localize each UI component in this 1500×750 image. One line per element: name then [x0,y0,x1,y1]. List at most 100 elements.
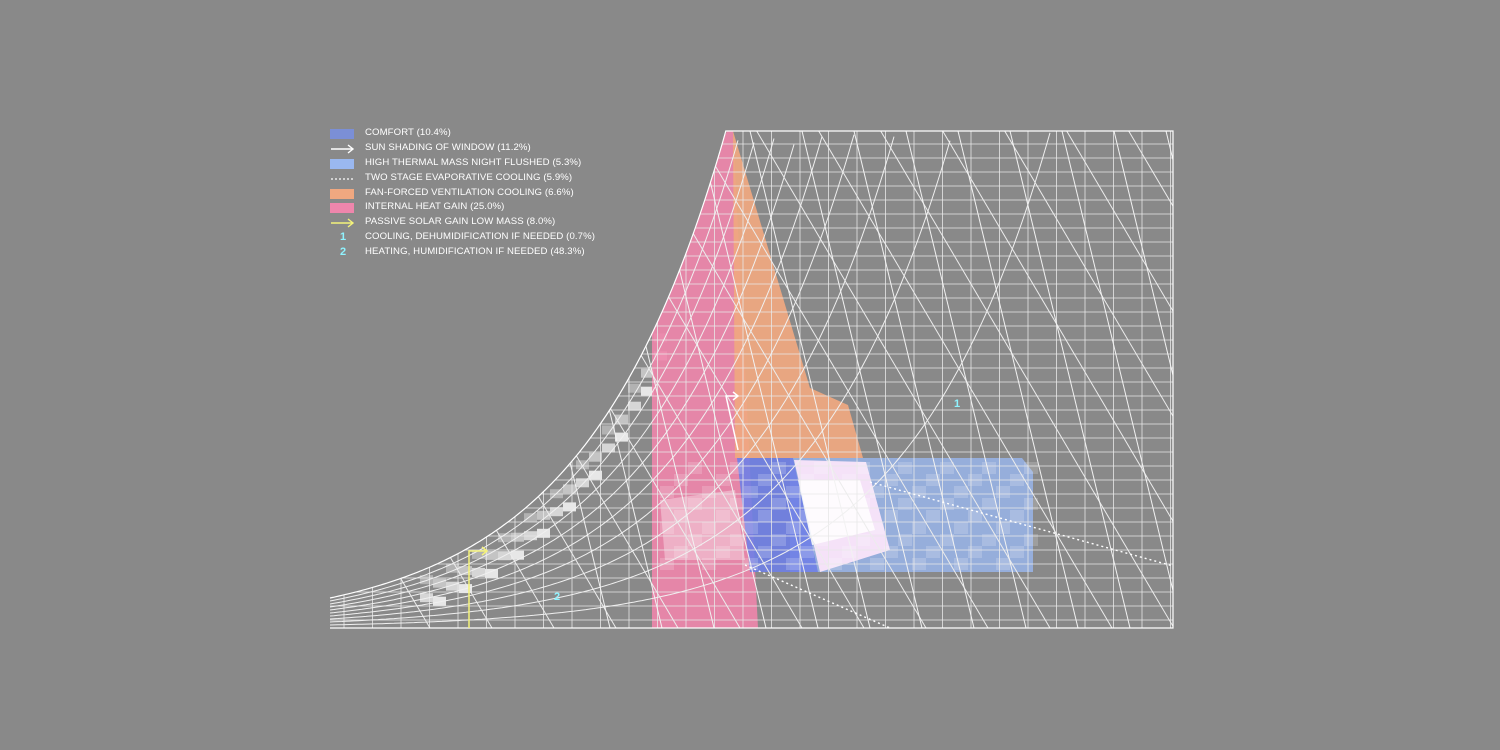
zone-cell [828,522,842,534]
zone-cell [856,498,870,510]
legend-swatch [330,158,354,169]
zone-cell [898,498,912,510]
zone-cell [758,510,772,522]
zone-cell [982,534,996,546]
wet-bulb-line [1186,18,1500,628]
wet-bulb-line [565,131,927,628]
zone-cell [716,546,730,558]
arrow-icon [331,218,355,228]
legend-label: INTERNAL HEAT GAIN (25.0%) [365,201,505,213]
hours-cell [524,513,537,523]
enthalpy-line [957,131,1079,628]
zone-cell [870,522,884,534]
zone-cell [730,534,744,546]
zone-cell [870,486,884,498]
enthalpy-line [749,131,871,628]
wet-bulb-line [503,131,865,628]
legend-label: COOLING, DEHUMIDIFICATION IF NEEDED (0.7… [365,231,596,243]
zone-cell [828,486,842,498]
zone-cell [1010,546,1024,558]
passive-solar-arrow [468,550,486,628]
hours-cell [576,460,589,470]
zone-cell [674,546,688,558]
enthalpy-line [541,131,663,628]
zone-pink-highlight [660,490,745,560]
legend-label: PASSIVE SOLAR GAIN LOW MASS (8.0%) [365,216,556,228]
sun-shading-arrowhead [732,391,740,401]
chart-marks [468,391,1174,629]
hours-cell [420,593,433,603]
zone-cell [772,498,786,510]
zone-cell [786,522,800,534]
legend-label: SUN SHADING OF WINDOW (11.2%) [365,141,531,153]
zone-cell [954,486,968,498]
relative-humidity-curve [330,136,895,620]
hours-cell [615,432,628,442]
zone-overlap-core [798,480,875,545]
hours-cell [576,478,589,488]
wet-bulb-line [1123,131,1173,628]
zone-fan-forced-ventilation [733,131,863,458]
hours-cell [589,470,602,480]
hours-cell [615,414,628,424]
zone-cell [814,498,828,510]
hours-cell [485,568,498,578]
wet-bulb-line [627,131,989,628]
zone-cell [968,546,982,558]
enthalpy-line [905,131,1027,628]
passive-solar-arrowhead [481,546,489,556]
legend-label: TWO STAGE EVAPORATIVE COOLING (5.9%) [365,171,573,183]
enthalpy-line [1218,131,1338,628]
enthalpy-line [1113,131,1173,628]
wet-bulb-line [1061,131,1173,628]
legend-label: FAN-FORCED VENTILATION COOLING (6.6%) [365,186,574,198]
zone-cell [842,510,856,522]
hours-cell [563,502,576,512]
hours-cell [602,443,615,453]
relative-humidity-curve [330,136,823,614]
enthalpy-line [1165,131,1173,628]
zone-cell [940,462,954,474]
zone-cell [940,534,954,546]
relative-humidity-curve [330,142,755,605]
zone-cell [954,522,968,534]
sun-shading-arrow [725,395,739,451]
zone-cell [982,498,996,510]
hours-cell [446,581,459,591]
zone-cell [730,498,744,510]
zone-cell [912,486,926,498]
hours-cell [459,566,472,576]
hours-cell [550,507,563,517]
zone-cell [1024,498,1038,510]
zone-cell [800,546,814,558]
zone-cell [912,522,926,534]
zone-cell [744,486,758,498]
wet-bulb-line [937,131,1173,628]
zone-cell [968,510,982,522]
relative-humidity-curve [330,144,795,611]
enthalpy-line [1061,131,1173,628]
hours-cell [446,563,459,573]
zone-cell [716,510,730,522]
zone-cell [786,486,800,498]
zone-cell [884,546,898,558]
hours-cell [628,383,641,393]
arrow-icon [331,144,355,154]
legend-number: 1 [340,231,347,244]
region-label-1: 1 [954,398,960,410]
zone-cell [898,462,912,474]
wet-bulb-line [751,131,1113,628]
hours-cell [641,368,654,378]
evaporative-cooling-line [744,564,891,629]
hours-cell [628,401,641,411]
zone-cell [1024,462,1038,474]
zone-cell [856,534,870,546]
enthalpy-line [853,131,975,628]
zone-cell [814,462,828,474]
wet-bulb-line [999,131,1173,628]
legend-label: HEATING, HUMIDIFICATION IF NEEDED (48.3%… [365,246,585,258]
zone-cell [1024,534,1038,546]
zone-cell [660,486,674,498]
zone-cell [842,546,856,558]
